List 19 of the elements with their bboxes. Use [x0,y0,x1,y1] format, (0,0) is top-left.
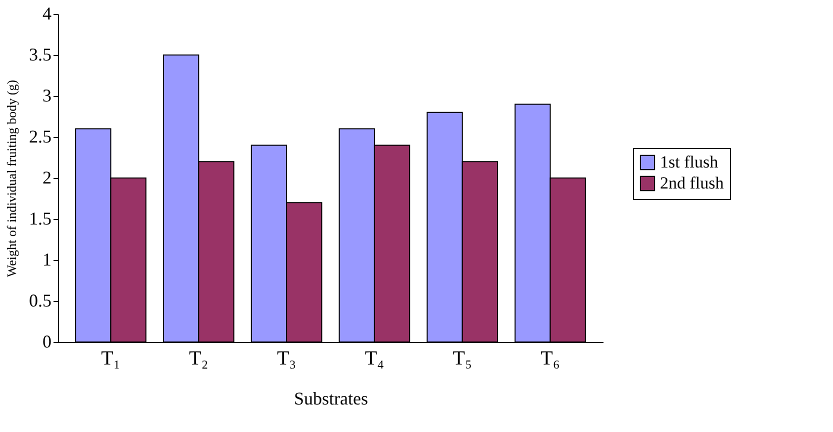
x-tick-label: T₄ [364,348,384,370]
y-tick-label: 4 [42,4,52,24]
y-tick-label: 0.5 [29,290,52,310]
x-tick-label: T₂ [189,348,208,370]
x-tick-label: T₁ [101,348,120,370]
y-axis-title: Weight of individual fruiting body (g) [4,80,19,278]
x-tick-label: T₃ [276,348,296,370]
legend-label: 1st flush [660,152,719,172]
x-tick-label: T₅ [452,348,472,370]
y-tick-label: 2.5 [29,126,52,146]
y-tick-label: 2 [42,168,52,188]
x-axis-title: Substrates [294,388,368,408]
legend-label: 2nd flush [660,174,724,192]
y-tick-label: 1 [42,250,52,270]
x-tick-label: T₆ [540,348,560,370]
y-tick-label: 3 [42,86,52,106]
y-tick-label: 3.5 [29,44,52,64]
y-tick-label: 1.5 [29,208,52,228]
y-tick-label: 0 [42,332,52,352]
